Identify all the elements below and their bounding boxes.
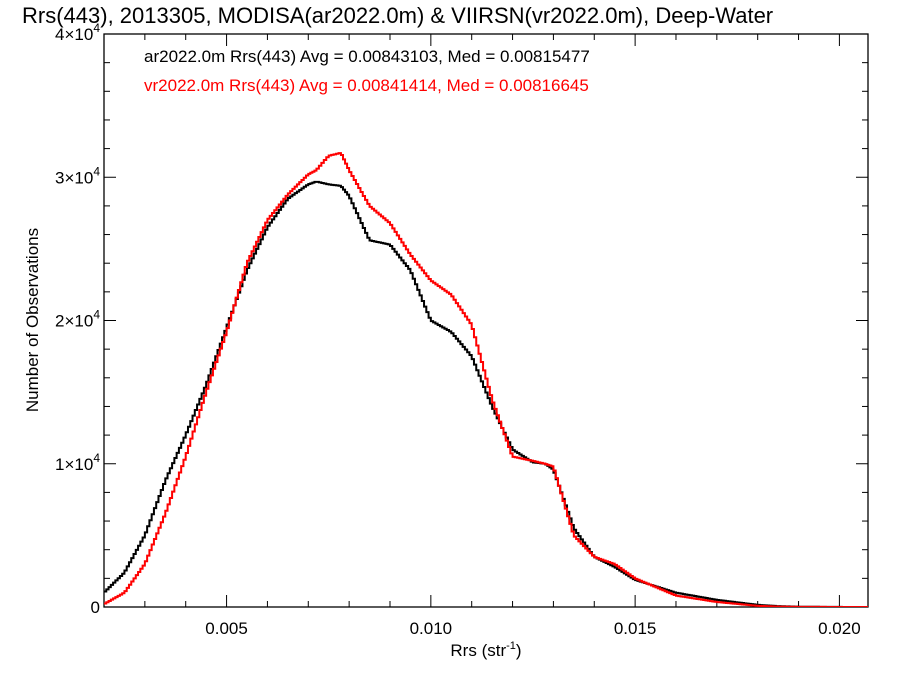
- x-tick-label: 0.005: [205, 619, 248, 638]
- x-axis-label-close: ): [516, 641, 522, 660]
- x-tick-label: 0.010: [410, 619, 453, 638]
- series-line-0: [104, 180, 868, 607]
- x-axis-label-text: Rrs (str: [450, 641, 506, 660]
- y-tick-label: 4×104: [55, 21, 100, 44]
- x-axis-ticks: 0.005 0.010 0.015 0.020: [103, 34, 861, 638]
- legend-entry-1: vr2022.0m Rrs(443) Avg = 0.00841414, Med…: [144, 76, 589, 95]
- y-tick-label: 1×104: [55, 451, 100, 474]
- x-tick-label: 0.015: [614, 619, 657, 638]
- x-axis-label-superscript: -1: [506, 640, 516, 652]
- y-tick-label: 0: [91, 598, 100, 617]
- y-axis-label: Number of Observations: [23, 228, 42, 412]
- series-lines: [104, 152, 868, 607]
- y-axis-ticks: 0 1×104 2×104 3×104 4×104: [55, 21, 868, 617]
- chart-title: Rrs(443), 2013305, MODISA(ar2022.0m) & V…: [22, 3, 773, 28]
- plot-area-frame: [103, 33, 869, 608]
- legend-entry-0: ar2022.0m Rrs(443) Avg = 0.00843103, Med…: [144, 47, 590, 66]
- legend: ar2022.0m Rrs(443) Avg = 0.00843103, Med…: [144, 47, 590, 95]
- x-axis-label: Rrs (str-1): [450, 640, 521, 660]
- series-line-1: [104, 152, 868, 607]
- y-tick-label: 3×104: [55, 164, 100, 187]
- y-tick-label: 2×104: [55, 308, 100, 331]
- x-tick-label: 0.020: [818, 619, 861, 638]
